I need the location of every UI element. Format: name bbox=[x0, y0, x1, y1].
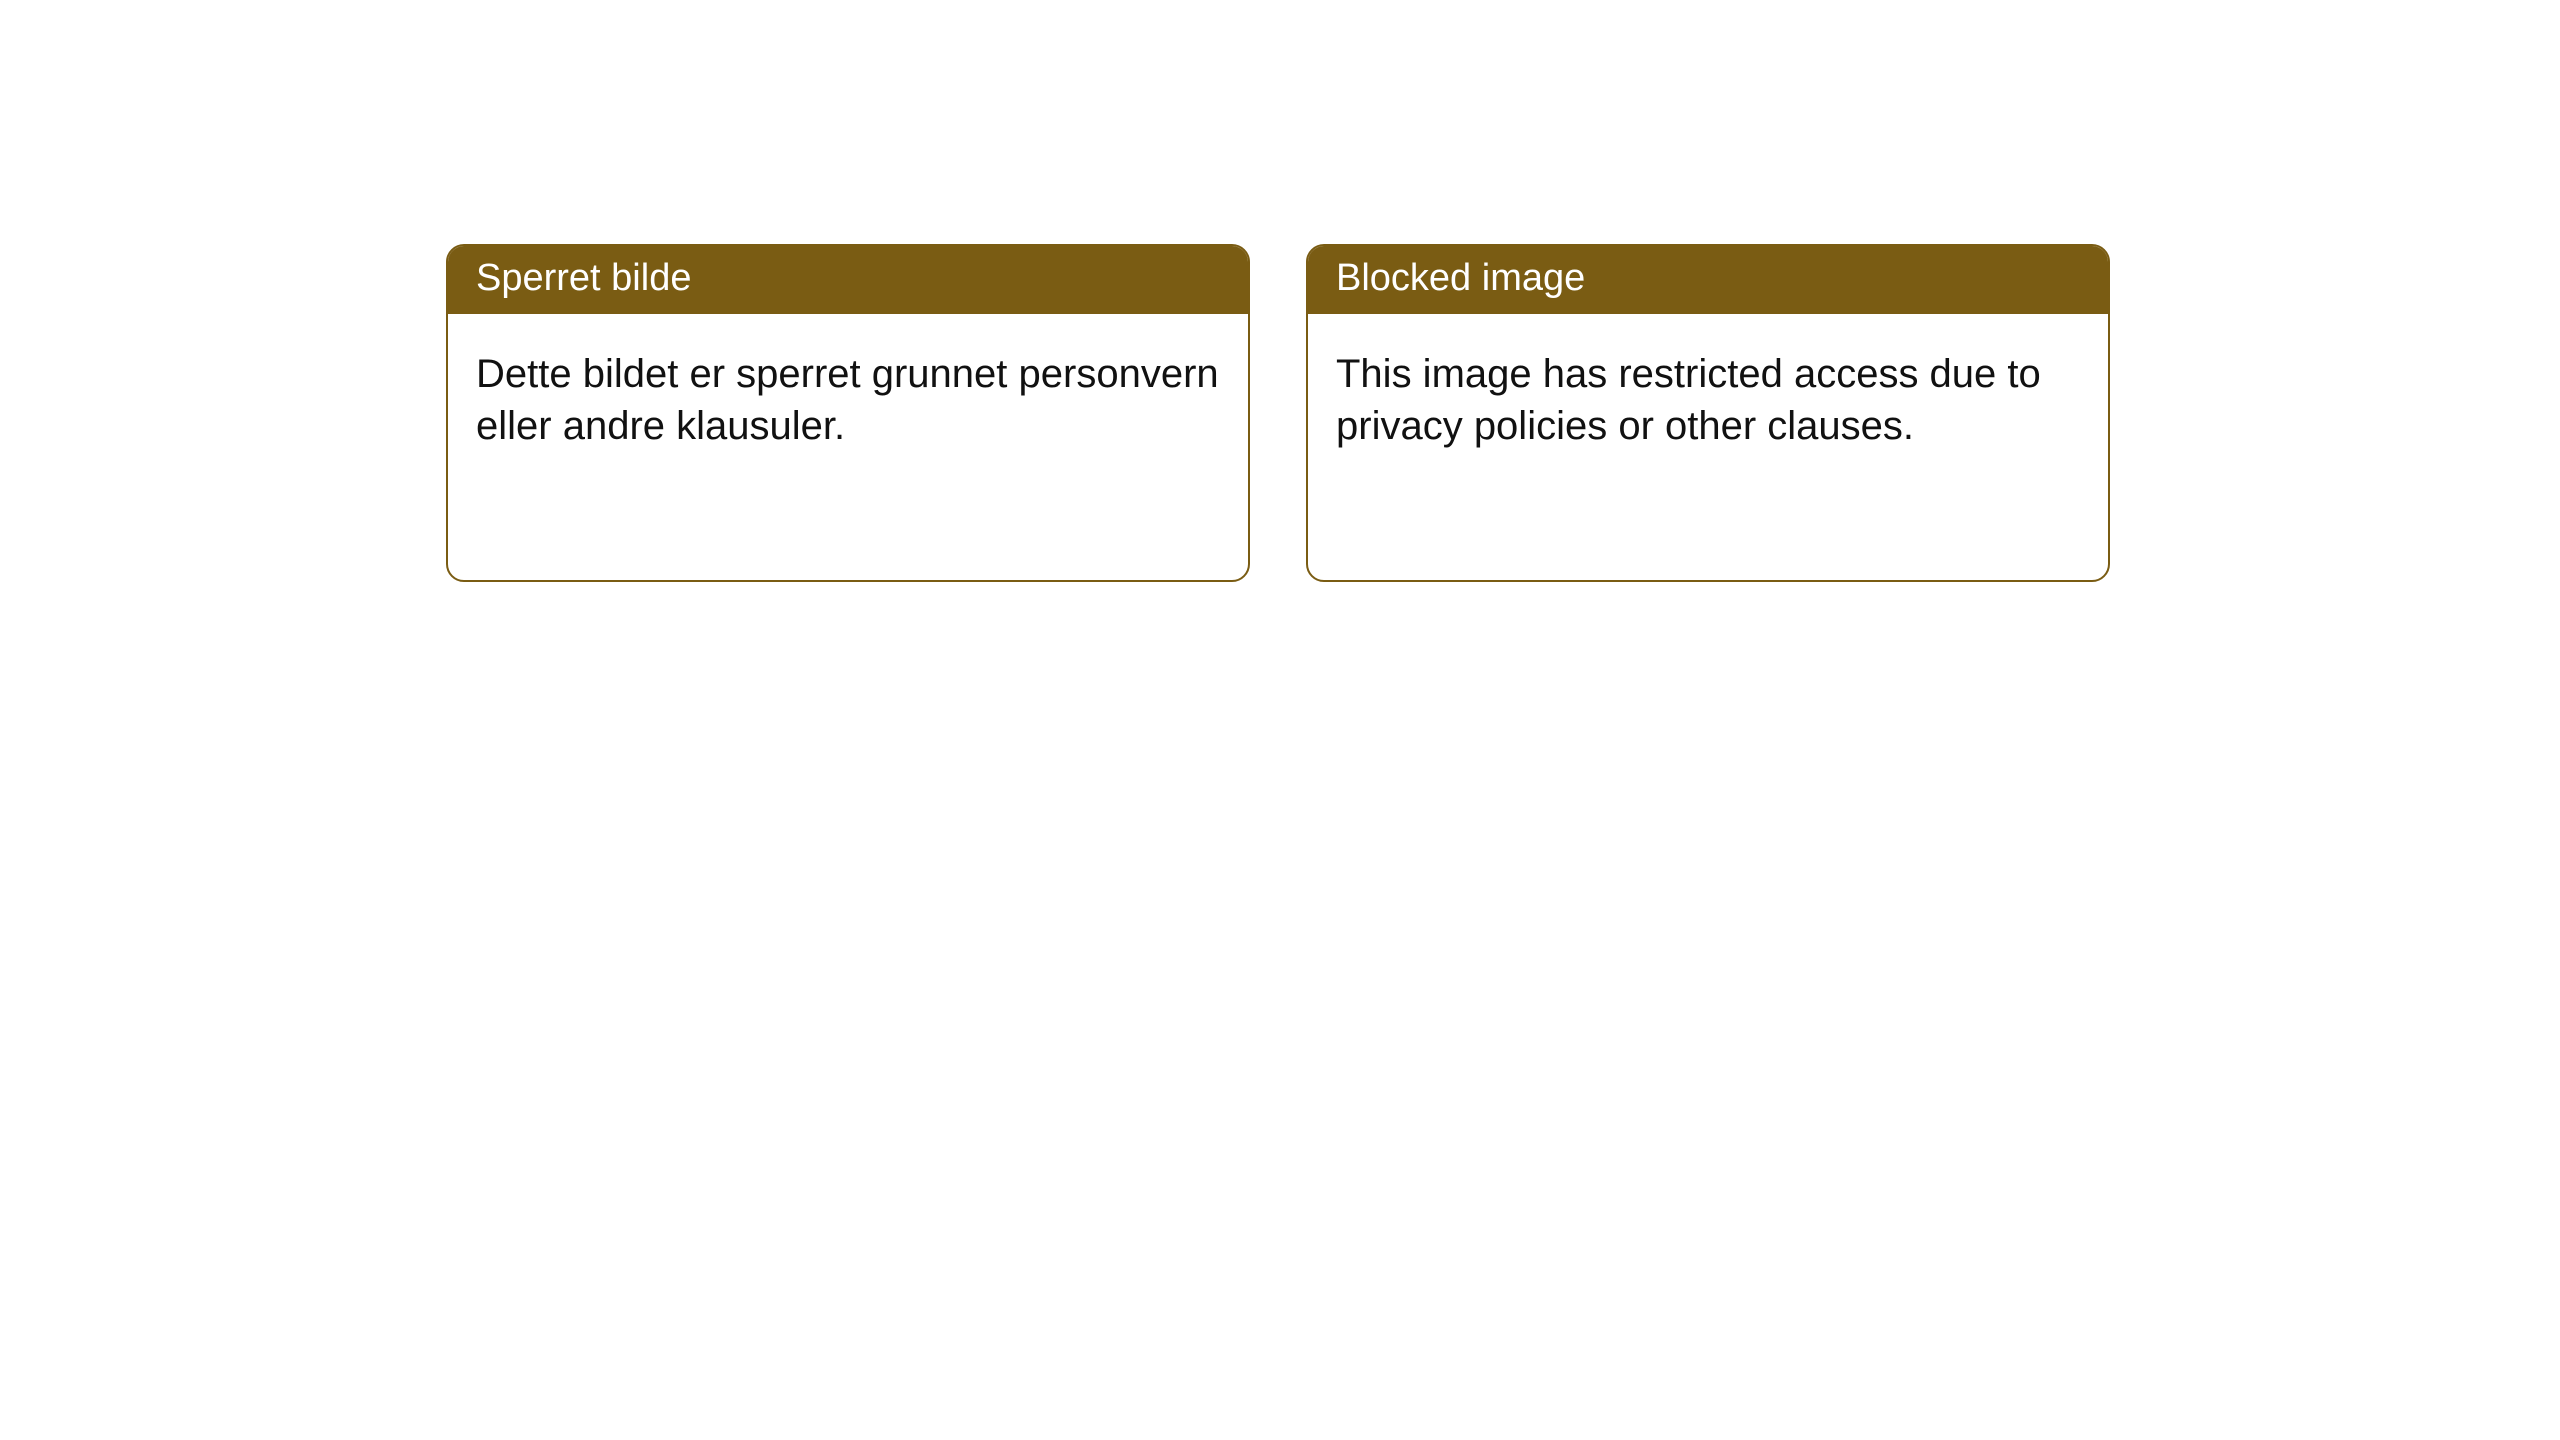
notice-card-en: Blocked image This image has restricted … bbox=[1306, 244, 2110, 582]
notice-card-no: Sperret bilde Dette bildet er sperret gr… bbox=[446, 244, 1250, 582]
notice-body-en: This image has restricted access due to … bbox=[1308, 314, 2108, 482]
notice-title-no: Sperret bilde bbox=[448, 246, 1248, 314]
notice-container: Sperret bilde Dette bildet er sperret gr… bbox=[0, 0, 2560, 582]
notice-body-no: Dette bildet er sperret grunnet personve… bbox=[448, 314, 1248, 482]
notice-title-en: Blocked image bbox=[1308, 246, 2108, 314]
